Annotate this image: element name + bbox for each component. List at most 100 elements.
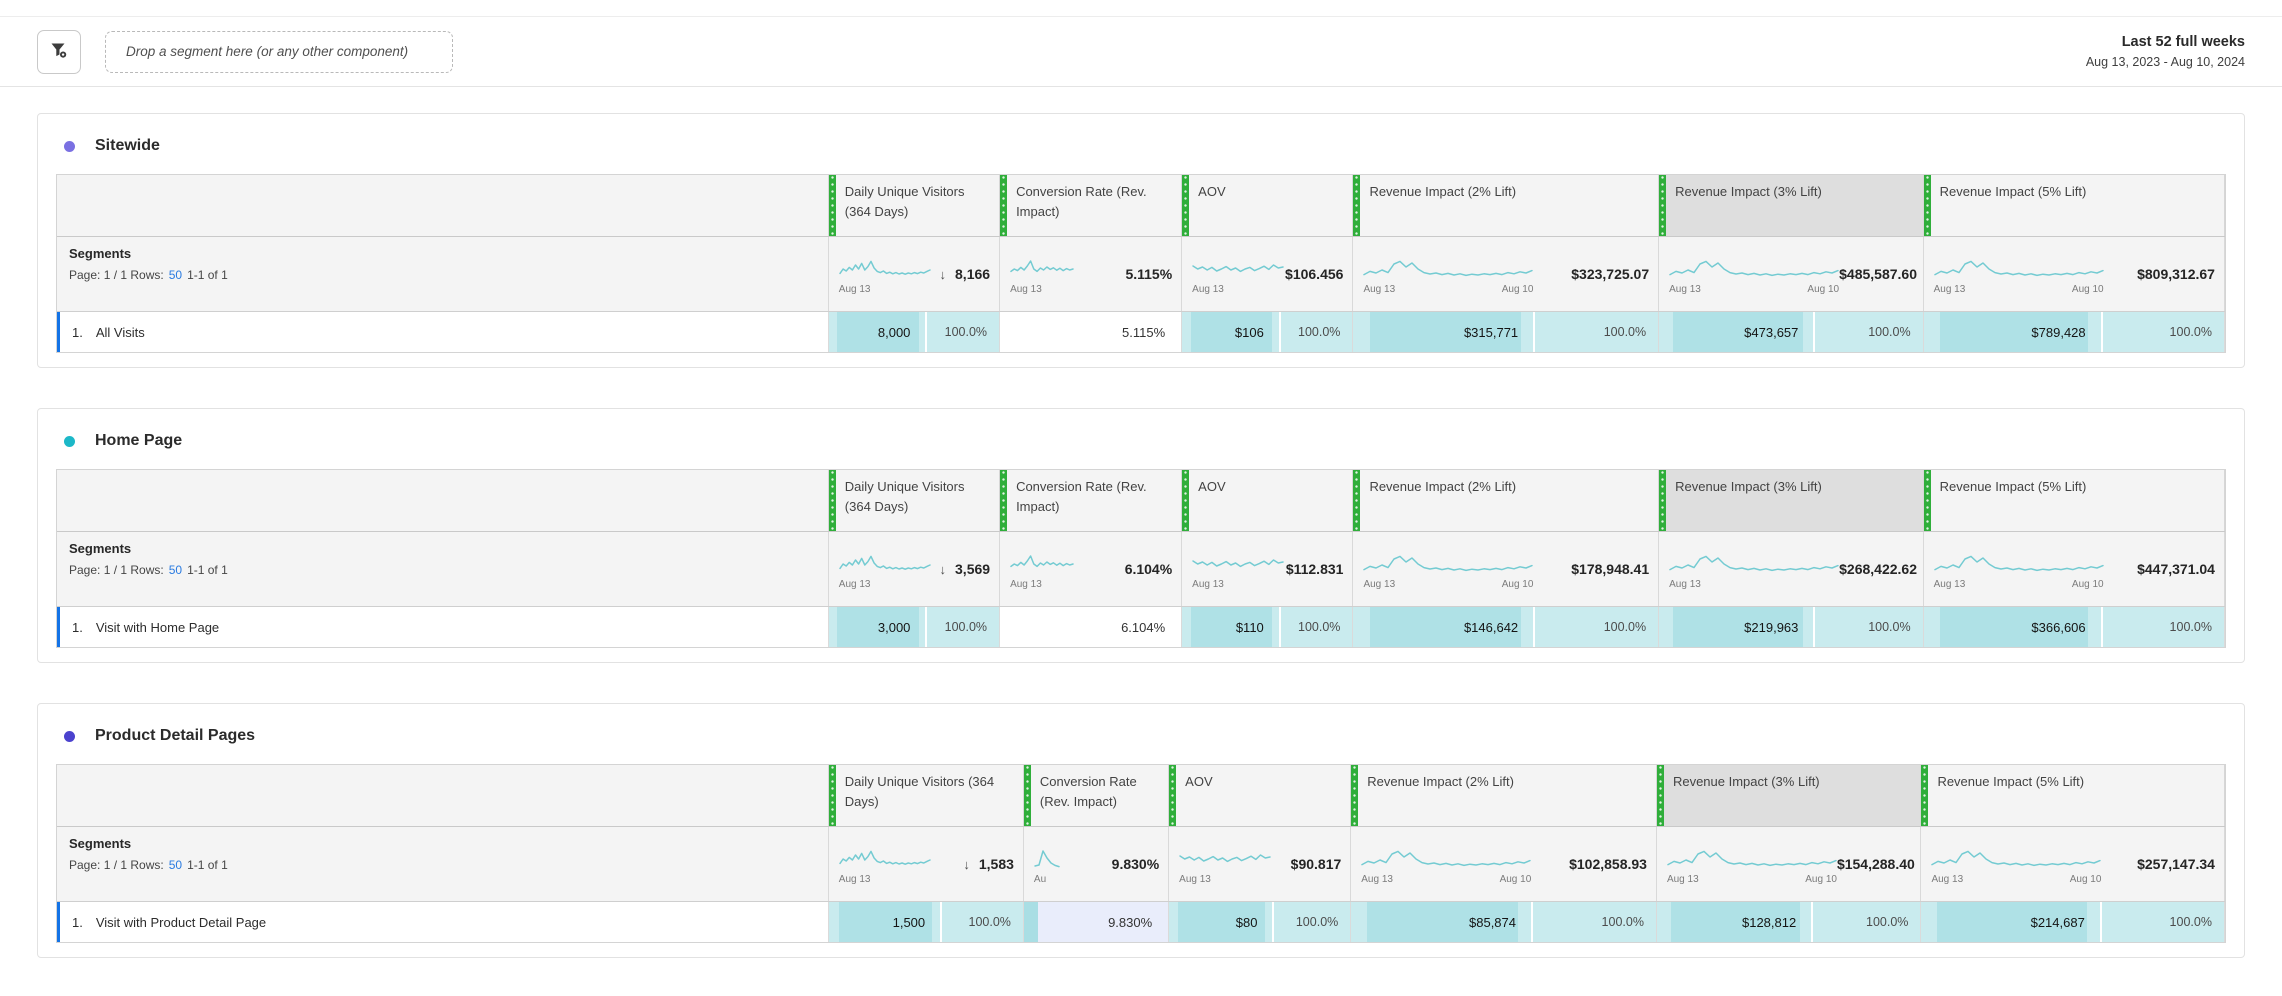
trend-sparkline: Aug 13 Aug 10 <box>1667 847 1837 885</box>
column-drag-handle[interactable] <box>1921 765 1929 826</box>
panel-color-dot[interactable] <box>64 435 75 447</box>
segment-name: Visit with Home Page <box>95 619 220 635</box>
cell-value: $315,771 <box>1463 324 1519 340</box>
column-drag-handle[interactable] <box>1923 470 1931 531</box>
freeform-table: Daily Unique Visitors (364 Days) Convers… <box>56 174 2226 353</box>
metric-cell[interactable]: $789,428 100.0% <box>1923 312 2225 352</box>
column-total-cell[interactable]: Aug 13 Aug 10 $102,858.93 <box>1351 827 1657 901</box>
column-total-cell[interactable]: Aug 13 Aug 10 $154,288.40 <box>1657 827 1922 901</box>
column-drag-handle[interactable] <box>1656 765 1664 826</box>
column-total-cell[interactable]: Aug 13 ↓ 8,166 <box>829 237 1001 311</box>
column-total-cell[interactable]: Aug 13 $268,422.62 <box>1659 532 1924 606</box>
column-total-cell[interactable]: Aug 13 $106.456 <box>1182 237 1354 311</box>
column-total-cell[interactable]: Aug 13 Aug 10 $485,587.60 <box>1659 237 1924 311</box>
metric-cell[interactable]: 9.830% <box>1023 902 1170 942</box>
column-header-daily-unique-visitors-364-days-[interactable]: Daily Unique Visitors (364 Days) <box>828 175 1001 236</box>
metric-cell[interactable]: $128,812 100.0% <box>1656 902 1922 942</box>
column-drag-handle[interactable] <box>1353 175 1361 236</box>
column-header-aov[interactable]: AOV <box>1182 470 1354 531</box>
panel-color-dot[interactable] <box>64 140 75 152</box>
rows-per-page-link[interactable]: 50 <box>168 563 183 577</box>
cell-value: 1,500 <box>892 914 926 930</box>
metric-cell[interactable]: 8,000 100.0% <box>828 312 1001 352</box>
column-drag-handle[interactable] <box>828 470 836 531</box>
cell-value-bar <box>1190 607 1273 647</box>
segment-dropzone[interactable]: Drop a segment here (or any other compon… <box>105 30 453 73</box>
column-total-value: $112.831 <box>1285 561 1344 577</box>
column-header-revenue-impact-5-lift-[interactable]: Revenue Impact (5% Lift) <box>1921 765 2225 826</box>
column-drag-handle[interactable] <box>1000 175 1008 236</box>
column-drag-handle[interactable] <box>1659 175 1667 236</box>
rows-per-page-link[interactable]: 50 <box>168 268 183 282</box>
column-drag-handle[interactable] <box>1169 765 1177 826</box>
column-total-cell[interactable]: Aug 13 Aug 10 $323,725.07 <box>1353 237 1660 311</box>
column-total-cell[interactable]: Aug 13 ↓ 1,583 <box>829 827 1024 901</box>
sparkline-axis-end: Aug 10 <box>1807 284 1840 295</box>
column-drag-handle[interactable] <box>828 765 836 826</box>
column-drag-handle[interactable] <box>1923 175 1931 236</box>
cell-value: $214,687 <box>2030 914 2085 930</box>
metric-cell[interactable]: 6.104% <box>1000 607 1183 647</box>
column-total-cell[interactable]: Au 9.830% <box>1024 827 1170 901</box>
rows-per-page-link[interactable]: 50 <box>168 858 183 872</box>
column-header-revenue-impact-3-lift-[interactable]: Revenue Impact (3% Lift) <box>1656 765 1922 826</box>
column-header-revenue-impact-3-lift-[interactable]: Revenue Impact (3% Lift) <box>1659 470 1924 531</box>
metric-cell[interactable]: $80 100.0% <box>1169 902 1352 942</box>
metric-cell[interactable]: $110 100.0% <box>1182 607 1354 647</box>
column-total-cell[interactable]: Aug 13 6.104% <box>1000 532 1183 606</box>
column-drag-handle[interactable] <box>1353 470 1361 531</box>
column-header-revenue-impact-2-lift-[interactable]: Revenue Impact (2% Lift) <box>1353 470 1660 531</box>
segment-row-name[interactable]: 1. Visit with Product Detail Page <box>57 902 829 942</box>
column-total-cell[interactable]: Aug 13 Aug 10 $447,371.04 <box>1924 532 2225 606</box>
metric-cell[interactable]: $315,771 100.0% <box>1353 312 1660 352</box>
column-header-revenue-impact-3-lift-[interactable]: Revenue Impact (3% Lift) <box>1659 175 1924 236</box>
column-header-aov[interactable]: AOV <box>1169 765 1352 826</box>
column-header-revenue-impact-2-lift-[interactable]: Revenue Impact (2% Lift) <box>1353 175 1660 236</box>
column-drag-handle[interactable] <box>1659 470 1667 531</box>
sparkline-axis-start: Aug 13 <box>1010 284 1042 295</box>
metric-cell[interactable]: $366,606 100.0% <box>1923 607 2225 647</box>
column-drag-handle[interactable] <box>1351 765 1359 826</box>
column-total-cell[interactable]: Aug 13 $90.817 <box>1169 827 1352 901</box>
metric-cell[interactable]: $85,874 100.0% <box>1351 902 1657 942</box>
column-header-revenue-impact-5-lift-[interactable]: Revenue Impact (5% Lift) <box>1923 175 2225 236</box>
segment-row-name[interactable]: 1. Visit with Home Page <box>57 607 829 647</box>
column-drag-handle[interactable] <box>1023 765 1031 826</box>
metric-cell[interactable]: $473,657 100.0% <box>1659 312 1924 352</box>
column-total-cell[interactable]: Aug 13 $112.831 <box>1182 532 1354 606</box>
column-total-cell[interactable]: Aug 13 Aug 10 $809,312.67 <box>1924 237 2225 311</box>
metric-cell[interactable]: $146,642 100.0% <box>1353 607 1660 647</box>
cell-value: $106 <box>1234 324 1264 340</box>
segment-row-name[interactable]: 1. All Visits <box>57 312 829 352</box>
column-drag-handle[interactable] <box>828 175 836 236</box>
page-label: Page: 1 / 1 Rows: <box>69 858 164 872</box>
column-drag-handle[interactable] <box>1182 470 1190 531</box>
column-header-daily-unique-visitors-364-days-[interactable]: Daily Unique Visitors (364 Days) <box>828 765 1024 826</box>
column-total-cell[interactable]: Aug 13 5.115% <box>1000 237 1183 311</box>
metric-cell[interactable]: 5.115% <box>1000 312 1183 352</box>
column-header-revenue-impact-2-lift-[interactable]: Revenue Impact (2% Lift) <box>1351 765 1657 826</box>
column-header-aov[interactable]: AOV <box>1182 175 1354 236</box>
cell-percent: 100.0% <box>2099 902 2224 942</box>
metric-cell[interactable]: 1,500 100.0% <box>828 902 1024 942</box>
column-drag-handle[interactable] <box>1000 470 1008 531</box>
column-header-conversion-rate-rev-impact-[interactable]: Conversion Rate (Rev. Impact) <box>1023 765 1170 826</box>
column-total-value: 6.104% <box>1124 561 1173 577</box>
column-total-cell[interactable]: Aug 13 Aug 10 $178,948.41 <box>1353 532 1660 606</box>
column-drag-handle[interactable] <box>1182 175 1190 236</box>
metric-cell[interactable]: $214,687 100.0% <box>1921 902 2225 942</box>
column-header-conversion-rate-rev-impact-[interactable]: Conversion Rate (Rev. Impact) <box>1000 470 1183 531</box>
date-range[interactable]: Last 52 full weeks Aug 13, 2023 - Aug 10… <box>2086 32 2245 71</box>
column-total-cell[interactable]: Aug 13 Aug 10 $257,147.34 <box>1921 827 2225 901</box>
panel-title-row: Home Page <box>54 419 2228 463</box>
column-total-cell[interactable]: Aug 13 ↓ 3,569 <box>829 532 1001 606</box>
panel-color-dot[interactable] <box>64 730 75 742</box>
segment-filter-button[interactable] <box>37 29 81 74</box>
metric-cell[interactable]: 3,000 100.0% <box>828 607 1001 647</box>
metric-cell[interactable]: $106 100.0% <box>1182 312 1354 352</box>
trend-sparkline: Aug 13 <box>1192 552 1284 590</box>
metric-cell[interactable]: $219,963 100.0% <box>1659 607 1924 647</box>
column-header-daily-unique-visitors-364-days-[interactable]: Daily Unique Visitors (364 Days) <box>828 470 1001 531</box>
column-header-revenue-impact-5-lift-[interactable]: Revenue Impact (5% Lift) <box>1923 470 2225 531</box>
column-header-conversion-rate-rev-impact-[interactable]: Conversion Rate (Rev. Impact) <box>1000 175 1183 236</box>
